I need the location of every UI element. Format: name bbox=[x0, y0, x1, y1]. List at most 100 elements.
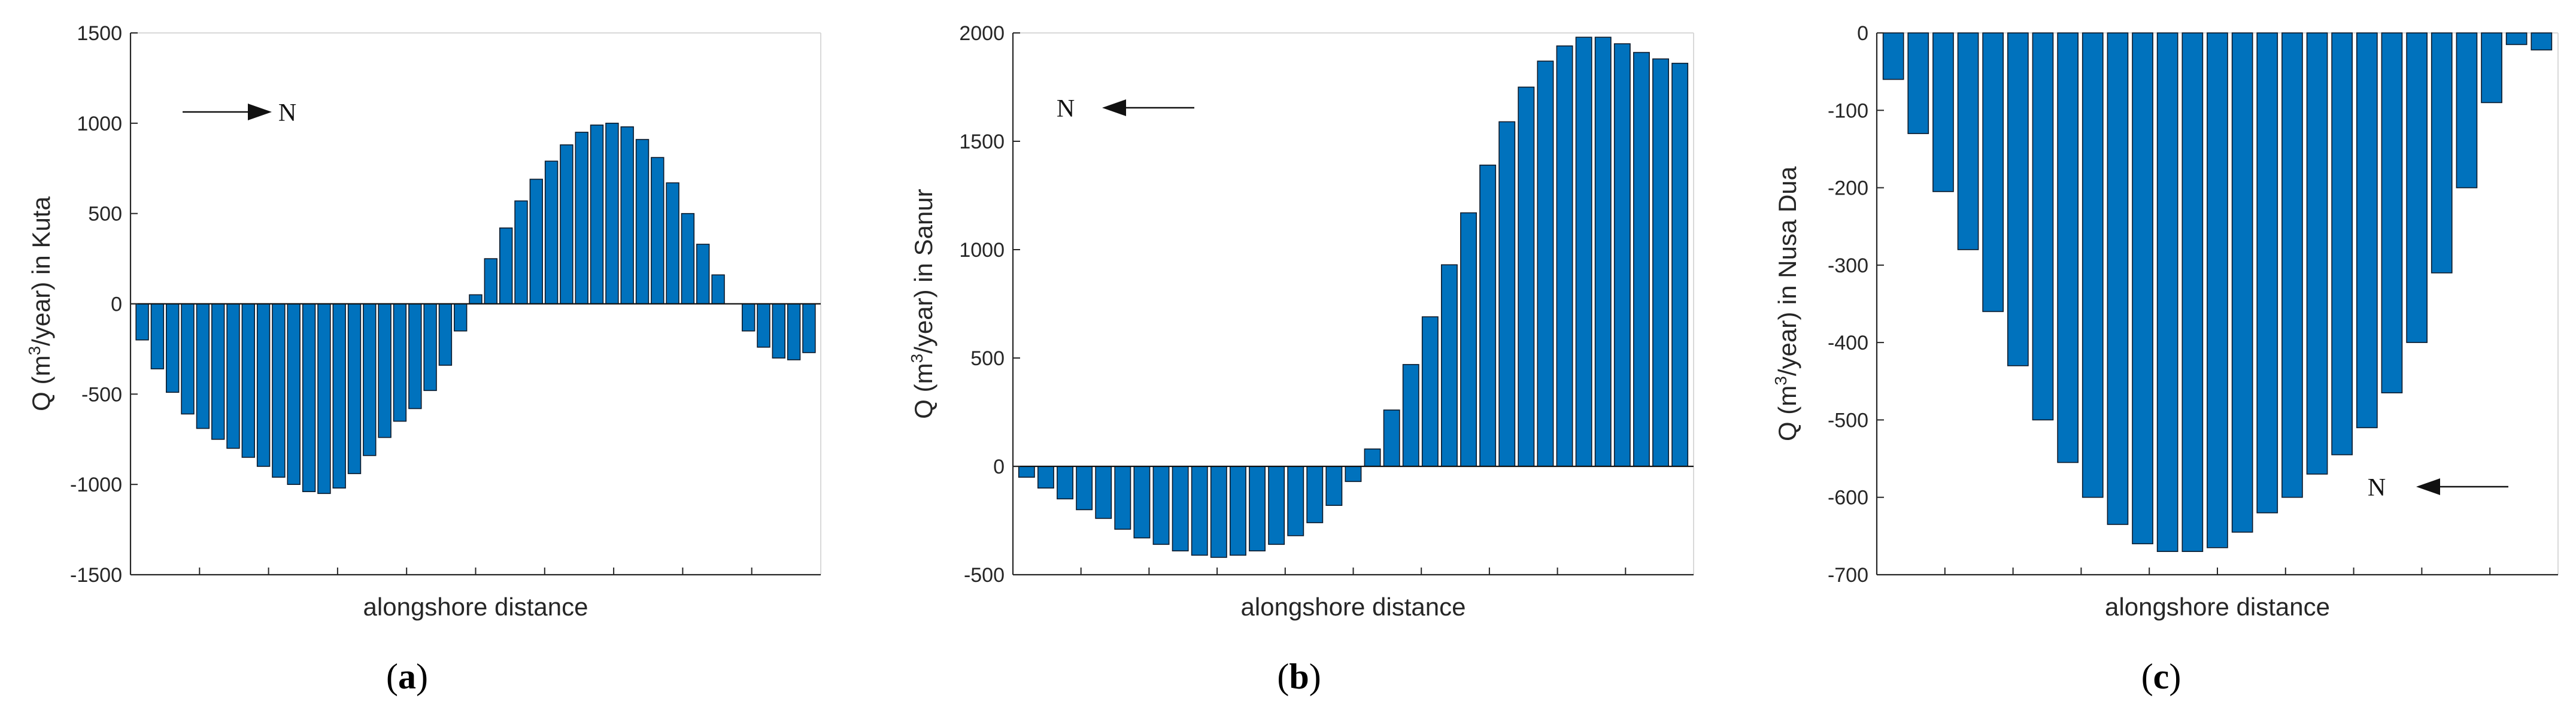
y-tick-label: -400 bbox=[1828, 332, 1868, 354]
y-tick-label: 1500 bbox=[77, 22, 122, 45]
bar bbox=[484, 258, 498, 305]
bar bbox=[1556, 45, 1573, 467]
bar bbox=[1575, 37, 1592, 467]
y-tick-label: -700 bbox=[1828, 564, 1868, 587]
bar bbox=[499, 227, 513, 305]
bar bbox=[1613, 43, 1631, 467]
north-label: N bbox=[278, 99, 296, 127]
y-axis-title: Q (m3/year) in Sanur bbox=[908, 189, 937, 418]
panel-label-open: ( bbox=[1277, 657, 1289, 696]
bar bbox=[802, 303, 816, 353]
y-axis-title-suffix: /year) in Sanur bbox=[909, 189, 937, 353]
y-axis-title: Q (m3/year) in Nusa Dua bbox=[1771, 166, 1801, 441]
bar bbox=[2181, 32, 2204, 553]
bar bbox=[1306, 466, 1324, 523]
y-tick-label: 500 bbox=[970, 347, 1005, 370]
bar bbox=[2132, 32, 2153, 545]
bar bbox=[1287, 466, 1304, 536]
bar bbox=[1402, 364, 1419, 467]
bar bbox=[2156, 32, 2178, 553]
bar bbox=[651, 157, 665, 305]
bar bbox=[1114, 466, 1131, 530]
bar bbox=[2231, 32, 2253, 533]
y-tick-label: -300 bbox=[1828, 254, 1868, 277]
y-axis-title-suffix: /year) in Kuta bbox=[27, 196, 55, 346]
bar bbox=[2057, 32, 2079, 463]
bar bbox=[241, 303, 255, 458]
bar bbox=[1421, 316, 1439, 467]
bar bbox=[302, 303, 316, 493]
y-tick-label: 1000 bbox=[959, 239, 1005, 262]
y-tick-label: 500 bbox=[88, 203, 122, 226]
bar bbox=[575, 132, 588, 305]
panel-label-open: ( bbox=[2141, 657, 2153, 696]
bar bbox=[211, 303, 225, 440]
chart-sanur: 2000 1500 1000 500 0 -500 alongshore distance Q… bbox=[908, 22, 1694, 696]
bar bbox=[2456, 32, 2478, 189]
bar bbox=[1671, 62, 1689, 467]
bar bbox=[165, 303, 180, 393]
bar bbox=[1594, 37, 1612, 467]
y-axis-title: Q (m3/year) in Kuta bbox=[25, 196, 55, 411]
bar bbox=[287, 303, 301, 486]
bar bbox=[1364, 448, 1381, 467]
bar bbox=[453, 303, 468, 332]
bar bbox=[1095, 466, 1112, 519]
bar bbox=[393, 303, 407, 422]
bar bbox=[2207, 32, 2228, 548]
panel-label-letter: a bbox=[398, 657, 416, 696]
bar bbox=[1882, 32, 1904, 80]
bar bbox=[1441, 264, 1458, 467]
y-axis-title-prefix: Q (m bbox=[1773, 386, 1801, 441]
bar bbox=[378, 303, 392, 438]
bar bbox=[1268, 466, 1285, 545]
bar bbox=[2107, 32, 2129, 525]
bar bbox=[529, 178, 544, 305]
bar bbox=[1498, 121, 1516, 467]
bar bbox=[1325, 466, 1343, 506]
bar bbox=[605, 123, 619, 305]
bar bbox=[1479, 164, 1497, 467]
bar bbox=[514, 200, 528, 305]
north-arrow-icon bbox=[248, 104, 272, 120]
y-tick-label: 0 bbox=[993, 456, 1005, 478]
bar bbox=[196, 303, 210, 429]
bar bbox=[560, 144, 574, 305]
bar bbox=[772, 303, 786, 359]
bar bbox=[757, 303, 770, 348]
bar bbox=[620, 126, 634, 305]
y-axis-title-sup: 3 bbox=[908, 354, 926, 363]
bar bbox=[635, 139, 650, 305]
bar bbox=[469, 294, 483, 305]
bar bbox=[256, 303, 271, 467]
bar bbox=[2256, 32, 2278, 514]
y-tick-label: -100 bbox=[1828, 99, 1868, 122]
y-tick-label: -1000 bbox=[70, 474, 122, 496]
bar bbox=[2007, 32, 2029, 366]
bar bbox=[742, 303, 755, 332]
chart-kuta: 1500 1000 500 0 -500 -1000 -1500 alongshore dis… bbox=[25, 22, 821, 696]
bar bbox=[1230, 466, 1246, 556]
north-arrow-icon bbox=[2416, 478, 2440, 495]
bar bbox=[1518, 86, 1535, 467]
bar bbox=[423, 303, 437, 392]
bar bbox=[1957, 32, 1979, 250]
bar bbox=[544, 160, 559, 305]
bar bbox=[2356, 32, 2378, 429]
panel-label: (a) bbox=[386, 657, 428, 696]
bar bbox=[181, 303, 195, 415]
bar bbox=[2331, 32, 2353, 456]
y-tick-label: 1000 bbox=[77, 113, 122, 135]
y-tick-label: 0 bbox=[111, 293, 122, 316]
bar bbox=[1537, 60, 1554, 467]
north-label: N bbox=[1057, 95, 1075, 123]
y-axis-title-sup: 3 bbox=[1771, 376, 1790, 386]
bar bbox=[1152, 466, 1170, 545]
y-tick-label: -200 bbox=[1828, 177, 1868, 200]
y-axis-title-prefix: Q (m bbox=[27, 356, 55, 411]
bar bbox=[1907, 32, 1929, 134]
bar bbox=[1076, 466, 1093, 511]
bar bbox=[1037, 466, 1054, 489]
north-arrow-icon bbox=[1102, 99, 1126, 116]
